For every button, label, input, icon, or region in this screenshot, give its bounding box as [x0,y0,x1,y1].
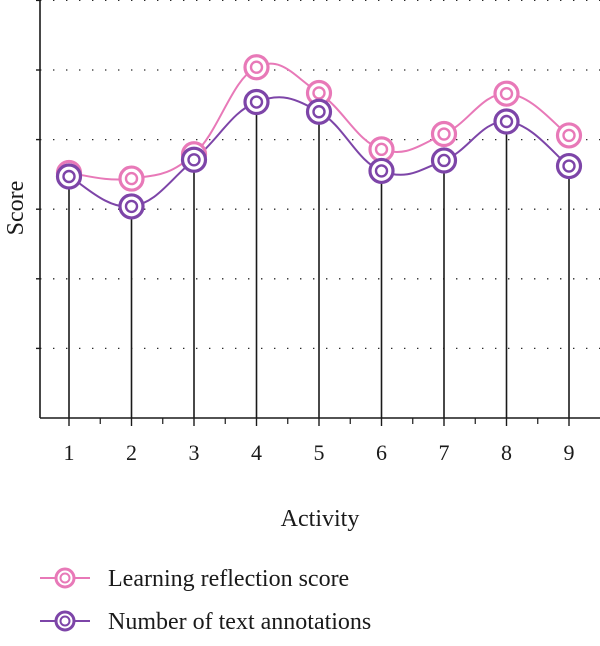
x-tick-label: 2 [126,440,137,465]
data-point-inner [374,164,389,178]
x-tick-label: 1 [64,440,75,465]
data-point-inner [312,105,326,119]
data-point-inner [499,114,514,129]
y-axis-title: Score [3,181,29,236]
data-point-inner [62,169,76,184]
legend-item-number-of-text-annotations: Number of text annotations [40,609,371,635]
data-point-inner [249,60,264,74]
data-point-inner [249,95,264,109]
data-point-inner [312,86,326,100]
legend-label: Number of text annotations [108,609,371,635]
x-tick-label: 4 [251,440,262,465]
legend: Learning reflection score Number of text… [40,566,371,635]
x-axis-title: Activity [281,506,360,532]
series [55,54,583,220]
x-ticks: 1 2 3 4 5 6 7 8 9 [64,418,575,465]
x-tick-label: 6 [376,440,387,465]
x-tick-label: 8 [501,440,512,465]
data-point-inner [562,128,576,143]
data-point-inner [437,153,451,168]
legend-label: Learning reflection score [108,566,349,592]
legend-item-learning-reflection-score: Learning reflection score [40,566,349,592]
data-point-inner [562,159,576,173]
data-point-inner [187,153,201,167]
legend-marker-inner [59,615,71,627]
legend-marker-inner [59,572,71,584]
stems [68,102,570,418]
data-point-inner [124,171,139,186]
x-tick-label: 9 [564,440,575,465]
data-point-inner [374,142,389,157]
data-point-inner [437,127,451,141]
data-point-inner [124,199,139,214]
x-tick-label: 3 [189,440,200,465]
x-tick-label: 7 [439,440,450,465]
data-point-inner [499,86,514,101]
x-tick-label: 5 [314,440,325,465]
